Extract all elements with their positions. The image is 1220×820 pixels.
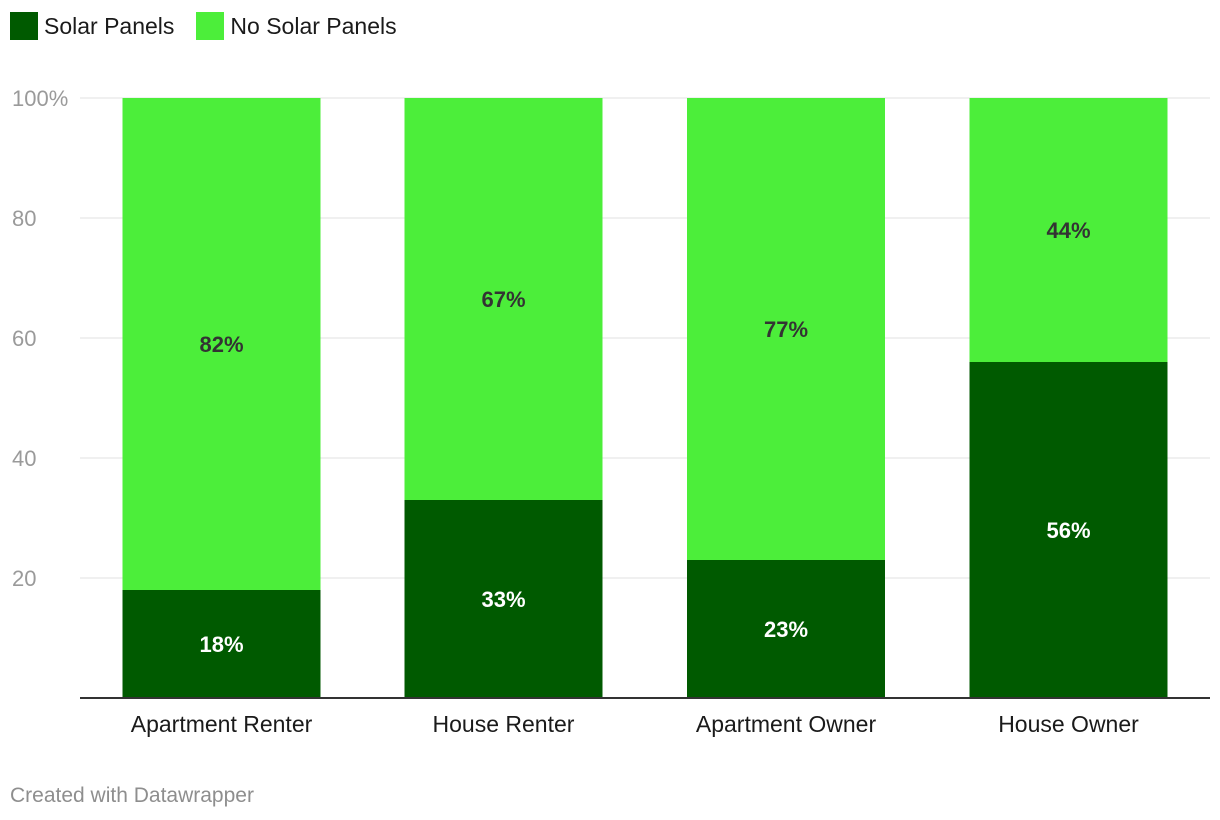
legend: Solar Panels No Solar Panels [10,12,397,40]
data-label-1-2: 77% [764,317,808,342]
legend-swatch-no-solar-panels [196,12,225,40]
bar-1-1 [404,98,603,500]
data-label-1-1: 67% [481,287,525,312]
credit-text[interactable]: Created with Datawrapper [10,784,254,807]
legend-item-no-solar-panels: No Solar Panels [196,12,397,40]
legend-label-solar-panels: Solar Panels [44,12,175,39]
bar-1-2 [687,98,885,560]
x-category-label-1: House Renter [433,711,575,737]
bar-0-1 [404,500,603,698]
bar-1-0 [122,98,321,590]
data-label-0-0: 18% [199,632,243,657]
legend-item-solar-panels: Solar Panels [10,12,174,40]
bar-0-2 [687,560,885,698]
bar-0-3 [969,362,1168,698]
bar-1-3 [969,98,1168,362]
x-category-label-2: Apartment Owner [696,711,877,737]
y-tick-label-60: 60 [12,326,36,351]
data-label-0-3: 56% [1046,518,1090,543]
x-category-label-0: Apartment Renter [131,711,313,737]
y-tick-label-40: 40 [12,446,36,471]
data-label-0-2: 23% [764,617,808,642]
bar-0-0 [122,590,321,698]
data-label-1-0: 82% [199,332,243,357]
y-tick-label-80: 80 [12,206,36,231]
x-category-label-3: House Owner [998,711,1139,737]
y-tick-label-20: 20 [12,566,36,591]
legend-label-no-solar-panels: No Solar Panels [230,12,397,39]
data-label-1-3: 44% [1046,218,1090,243]
y-tick-label-100: 100% [12,86,68,111]
data-label-0-1: 33% [481,587,525,612]
stacked-bar-chart: 20 40 60 80 100% 18% 82% Apartment Renter 33% 67%… [12,86,1210,737]
legend-swatch-solar-panels [10,12,38,40]
